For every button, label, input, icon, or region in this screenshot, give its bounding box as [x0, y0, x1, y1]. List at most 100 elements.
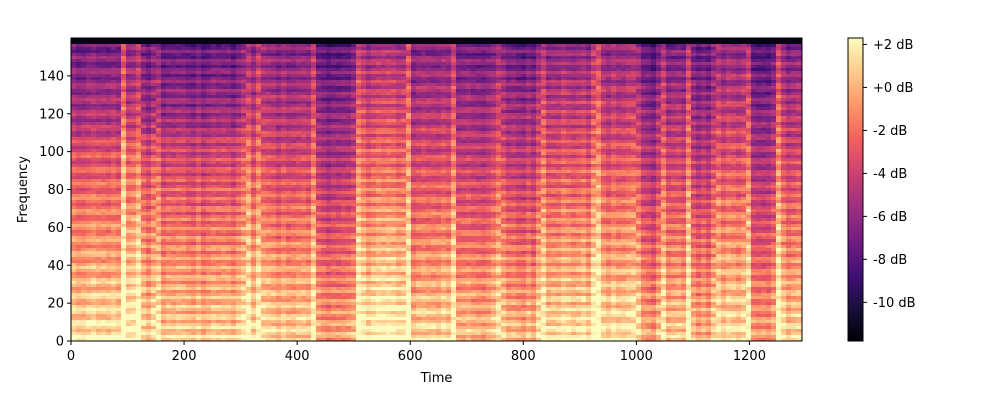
- heatmap-cell: [86, 143, 92, 147]
- heatmap-cell: [91, 260, 97, 264]
- heatmap-cell: [126, 50, 132, 54]
- heatmap-cell: [76, 89, 82, 93]
- heatmap-cell: [71, 83, 77, 87]
- heatmap-cell: [156, 305, 162, 309]
- heatmap-cell: [131, 212, 137, 216]
- heatmap-cell: [166, 308, 172, 312]
- heatmap-cell: [111, 308, 117, 312]
- heatmap-cell: [141, 224, 147, 228]
- heatmap-cell: [106, 236, 112, 240]
- heatmap-cell: [136, 242, 142, 246]
- heatmap-cell: [111, 65, 117, 69]
- heatmap-cell: [96, 137, 102, 141]
- heatmap-cell: [106, 260, 112, 264]
- heatmap-cell: [126, 305, 132, 309]
- heatmap-cell: [131, 128, 137, 132]
- heatmap-cell: [101, 173, 107, 177]
- heatmap-cell: [86, 206, 92, 210]
- heatmap-cell: [161, 53, 167, 57]
- heatmap-cell: [106, 140, 112, 144]
- heatmap-cell: [161, 80, 167, 84]
- heatmap-cell: [166, 116, 172, 120]
- heatmap-cell: [76, 59, 82, 63]
- heatmap-cell: [121, 122, 127, 126]
- heatmap-cell: [161, 212, 167, 216]
- heatmap-cell: [76, 218, 82, 222]
- heatmap-cell: [131, 158, 137, 162]
- heatmap-cell: [156, 302, 162, 306]
- heatmap-cell: [146, 329, 152, 333]
- heatmap-cell: [86, 212, 92, 216]
- heatmap-cell: [161, 167, 167, 171]
- heatmap-cell: [101, 248, 107, 252]
- heatmap-cell: [106, 227, 112, 231]
- heatmap-cell: [131, 149, 137, 153]
- heatmap-cell: [121, 278, 127, 282]
- heatmap-cell: [131, 83, 137, 87]
- heatmap-cell: [96, 332, 102, 336]
- heatmap-cell: [81, 179, 87, 183]
- heatmap-cell: [96, 275, 102, 279]
- heatmap-cell: [111, 110, 117, 114]
- heatmap-cell: [146, 62, 152, 66]
- heatmap-cell: [126, 212, 132, 216]
- heatmap-cell: [101, 119, 107, 123]
- heatmap-cell: [101, 314, 107, 318]
- heatmap-cell: [71, 284, 77, 288]
- heatmap-cell: [151, 299, 157, 303]
- heatmap-cell: [136, 62, 142, 66]
- heatmap-cell: [166, 113, 172, 117]
- heatmap-cell: [126, 47, 132, 51]
- heatmap-cell: [146, 173, 152, 177]
- heatmap-cell: [166, 242, 172, 246]
- heatmap-cell: [96, 311, 102, 315]
- heatmap-cell: [141, 104, 147, 108]
- heatmap-cell: [136, 101, 142, 105]
- heatmap-cell: [71, 317, 77, 321]
- heatmap-cell: [126, 290, 132, 294]
- heatmap-cell: [156, 158, 162, 162]
- heatmap-cell: [166, 161, 172, 165]
- heatmap-cell: [136, 182, 142, 186]
- heatmap-cell: [116, 134, 122, 138]
- heatmap-cell: [131, 74, 137, 78]
- heatmap-cell: [111, 47, 117, 51]
- heatmap-cell: [81, 230, 87, 234]
- heatmap-cell: [111, 329, 117, 333]
- heatmap-cell: [91, 311, 97, 315]
- heatmap-cell: [136, 194, 142, 198]
- heatmap-cell: [136, 215, 142, 219]
- heatmap-cell: [156, 272, 162, 276]
- heatmap-cell: [71, 44, 77, 48]
- heatmap-cell: [111, 101, 117, 105]
- heatmap-cell: [141, 47, 147, 51]
- heatmap-cell: [136, 263, 142, 267]
- heatmap-cell: [71, 281, 77, 285]
- heatmap-cell: [106, 272, 112, 276]
- heatmap-cell: [141, 62, 147, 66]
- heatmap-cell: [101, 95, 107, 99]
- heatmap-cell: [91, 188, 97, 192]
- heatmap-cell: [126, 215, 132, 219]
- heatmap-cell: [106, 59, 112, 63]
- heatmap-cell: [76, 254, 82, 258]
- heatmap-cell: [146, 242, 152, 246]
- heatmap-cell: [151, 323, 157, 327]
- heatmap-cell: [156, 266, 162, 270]
- heatmap-cell: [111, 95, 117, 99]
- heatmap-cell: [91, 257, 97, 261]
- heatmap-cell: [156, 287, 162, 291]
- heatmap-cell: [156, 179, 162, 183]
- heatmap-cell: [81, 134, 87, 138]
- heatmap-cell: [136, 218, 142, 222]
- heatmap-cell: [111, 302, 117, 306]
- heatmap-cell: [166, 206, 172, 210]
- heatmap-cell: [121, 245, 127, 249]
- heatmap-cell: [106, 263, 112, 267]
- heatmap-cell: [166, 338, 172, 341]
- heatmap-cell: [156, 176, 162, 180]
- heatmap-cell: [101, 122, 107, 126]
- heatmap-cell: [151, 266, 157, 270]
- heatmap-cell: [156, 227, 162, 231]
- heatmap-cell: [91, 302, 97, 306]
